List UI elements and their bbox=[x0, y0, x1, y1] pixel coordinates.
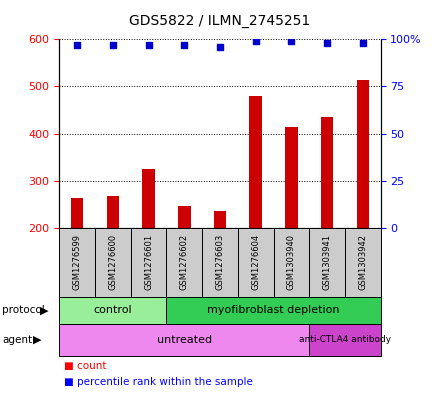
Bar bbox=[71, 198, 84, 322]
Bar bbox=[285, 127, 297, 322]
Text: ▶: ▶ bbox=[40, 305, 48, 316]
Text: ▶: ▶ bbox=[33, 335, 41, 345]
Bar bbox=[178, 206, 191, 322]
Bar bbox=[106, 196, 119, 322]
Text: GSM1276601: GSM1276601 bbox=[144, 234, 153, 290]
Bar bbox=[143, 169, 155, 322]
Bar bbox=[249, 96, 262, 322]
Point bbox=[323, 40, 330, 46]
Text: GSM1276600: GSM1276600 bbox=[108, 234, 117, 290]
Text: GSM1303942: GSM1303942 bbox=[358, 234, 367, 290]
Point bbox=[145, 42, 152, 48]
Point bbox=[288, 38, 295, 44]
Text: GSM1276604: GSM1276604 bbox=[251, 234, 260, 290]
Text: GSM1276599: GSM1276599 bbox=[73, 234, 82, 290]
Bar bbox=[356, 80, 369, 322]
Text: ■ count: ■ count bbox=[64, 361, 106, 371]
Point bbox=[181, 42, 188, 48]
Point bbox=[359, 40, 366, 46]
Bar bbox=[214, 211, 226, 322]
Text: anti-CTLA4 antibody: anti-CTLA4 antibody bbox=[299, 336, 391, 344]
Point bbox=[74, 42, 81, 48]
Text: GSM1303941: GSM1303941 bbox=[323, 234, 332, 290]
Text: control: control bbox=[94, 305, 132, 316]
Point bbox=[216, 44, 224, 50]
Text: ■ percentile rank within the sample: ■ percentile rank within the sample bbox=[64, 377, 253, 387]
Text: GSM1276603: GSM1276603 bbox=[216, 234, 224, 290]
Text: myofibroblast depletion: myofibroblast depletion bbox=[207, 305, 340, 316]
Text: protocol: protocol bbox=[2, 305, 45, 316]
Text: GSM1303940: GSM1303940 bbox=[287, 234, 296, 290]
Text: agent: agent bbox=[2, 335, 32, 345]
Point bbox=[252, 38, 259, 44]
Text: GDS5822 / ILMN_2745251: GDS5822 / ILMN_2745251 bbox=[129, 14, 311, 28]
Point bbox=[110, 42, 117, 48]
Text: untreated: untreated bbox=[157, 335, 212, 345]
Bar bbox=[321, 117, 334, 322]
Text: GSM1276602: GSM1276602 bbox=[180, 234, 189, 290]
